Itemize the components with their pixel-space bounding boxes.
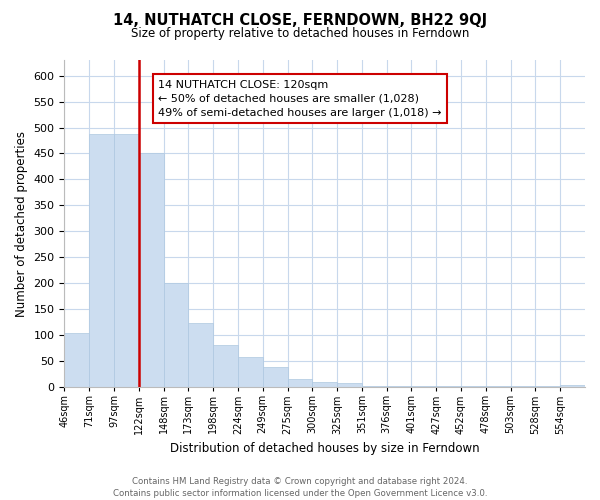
Bar [511,386,535,387]
Y-axis label: Number of detached properties: Number of detached properties [15,130,28,316]
Text: Size of property relative to detached houses in Ferndown: Size of property relative to detached ho… [131,28,469,40]
Bar [164,284,188,387]
Bar [337,382,362,387]
Bar [139,154,164,387]
Bar [114,134,139,387]
Bar [64,332,89,387]
Bar [461,386,486,387]
Bar [313,382,337,387]
Bar [386,386,412,387]
Bar [213,344,238,387]
Bar [535,386,560,387]
Text: 14, NUTHATCH CLOSE, FERNDOWN, BH22 9QJ: 14, NUTHATCH CLOSE, FERNDOWN, BH22 9QJ [113,12,487,28]
Bar [560,384,585,387]
Bar [188,324,213,387]
Text: Contains HM Land Registry data © Crown copyright and database right 2024.
Contai: Contains HM Land Registry data © Crown c… [113,476,487,498]
Bar [238,356,263,387]
X-axis label: Distribution of detached houses by size in Ferndown: Distribution of detached houses by size … [170,442,479,455]
Bar [362,386,386,387]
Bar [486,386,511,387]
Bar [412,386,436,387]
Bar [287,380,313,387]
Bar [436,386,461,387]
Text: 14 NUTHATCH CLOSE: 120sqm
← 50% of detached houses are smaller (1,028)
49% of se: 14 NUTHATCH CLOSE: 120sqm ← 50% of detac… [158,80,442,118]
Bar [89,134,114,387]
Bar [263,368,287,387]
